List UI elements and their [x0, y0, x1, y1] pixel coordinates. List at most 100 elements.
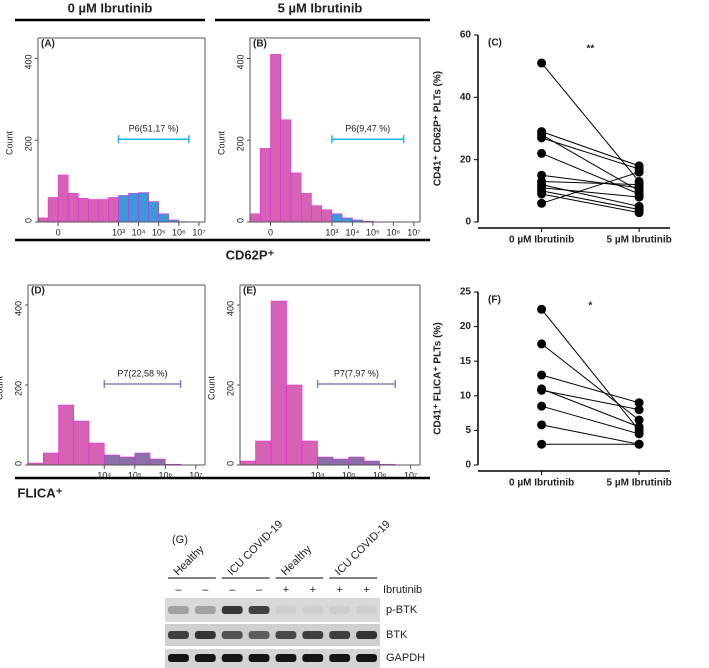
band [194, 606, 216, 614]
x-tick-label: 0 µM Ibrutinib [509, 478, 574, 489]
x-tick-label: 10⁴ [97, 470, 111, 480]
x-tick-label: 5 µM Ibrutinib [607, 478, 672, 489]
y-tick-label: 20 [460, 321, 472, 332]
x-tick-label: 0 [268, 227, 273, 237]
pair-line [541, 190, 640, 211]
treatment-sign: – [256, 584, 263, 596]
y-tick-label: 200 [225, 381, 235, 396]
y-tick-label: 0 [465, 217, 471, 228]
histogram-bar [134, 452, 151, 466]
histogram-bar [286, 384, 303, 466]
group-label: Healthy [172, 543, 207, 578]
band [221, 654, 243, 662]
point [634, 405, 644, 415]
histogram-bar [149, 458, 166, 466]
y-axis-label: Count [0, 375, 4, 400]
band [302, 654, 324, 662]
panel-label: (C) [488, 38, 502, 49]
gate-label: P6(51,17 %) [129, 124, 179, 134]
histogram-bar [119, 456, 136, 466]
histogram-bar [148, 201, 159, 223]
treatment-sign: – [202, 584, 209, 596]
y-tick-label: 0 [465, 460, 471, 471]
point [634, 422, 644, 432]
x-tick-label: 10⁵ [342, 470, 356, 480]
band [194, 654, 216, 662]
pair-line [541, 174, 640, 189]
y-tick-label: 400 [235, 54, 245, 69]
histogram-bar [128, 193, 139, 223]
pair-line [541, 388, 640, 428]
histogram-bar [239, 460, 256, 466]
y-axis-label: CD41⁺ CD62P⁺ PLTs (%) [433, 71, 444, 186]
histogram-bar [67, 193, 79, 223]
histogram-bar [270, 300, 287, 466]
band [275, 606, 297, 614]
point [537, 58, 547, 68]
band [356, 631, 377, 639]
band [221, 631, 243, 639]
point [634, 439, 644, 449]
y-tick-label: 0 [235, 218, 245, 223]
x-tick-label: 10⁶ [172, 227, 186, 237]
point [634, 429, 644, 439]
pair-line [541, 193, 640, 214]
pair-line [541, 374, 640, 404]
column-title: 5 µM Ibrutinib [278, 0, 363, 15]
band [329, 654, 351, 662]
row-label: GAPDH [386, 652, 425, 664]
histogram-bar [88, 199, 99, 223]
x-tick-label: 10⁶ [158, 470, 172, 480]
band [275, 631, 297, 639]
band [329, 606, 351, 614]
y-tick-label: 60 [460, 30, 472, 41]
x-tick-label: 0 µM Ibrutinib [509, 235, 574, 246]
significance: ** [586, 44, 594, 55]
histogram-bar [77, 198, 89, 223]
point [537, 385, 547, 395]
pair-line [541, 131, 640, 167]
x-tick-label: 10³ [325, 227, 338, 237]
blot-strip [165, 649, 380, 668]
histogram-bar [311, 205, 322, 223]
histogram-bar [43, 452, 59, 466]
pair-line [541, 389, 640, 411]
point [537, 401, 547, 411]
histogram-bar [341, 217, 353, 223]
column-title: 0 µM Ibrutinib [68, 0, 153, 15]
gate-label: P7(22,58 %) [117, 368, 167, 378]
x-tick-label: 10⁵ [152, 227, 166, 237]
histogram-bar [280, 119, 292, 223]
row-title: FLICA⁺ [17, 485, 62, 500]
band [248, 606, 270, 614]
pair-line [541, 187, 640, 198]
row-label: p-BTK [386, 604, 418, 616]
gate-label: P7(7,97 %) [334, 368, 379, 378]
histogram-bar [58, 404, 75, 466]
histogram-bar [98, 199, 109, 223]
x-tick-label: 10⁶ [387, 227, 401, 237]
histogram-bar [332, 458, 349, 466]
histogram-bar [108, 197, 119, 223]
pair-line [541, 137, 640, 170]
treatment-sign: + [363, 584, 369, 596]
histogram-bar [270, 54, 281, 223]
treatment-sign: + [336, 584, 342, 596]
band [248, 631, 270, 639]
histogram-bar [300, 193, 312, 223]
y-tick-label: 400 [13, 301, 23, 316]
y-tick-label: 0 [13, 461, 23, 466]
point [537, 198, 547, 208]
point [537, 339, 547, 349]
histogram-bar [348, 456, 365, 466]
gate-label: P6(9,47 %) [345, 124, 390, 134]
point [537, 170, 547, 180]
x-tick-label: 10⁴ [132, 227, 146, 237]
x-tick-label: 10⁴ [311, 470, 325, 480]
band [194, 631, 216, 639]
histogram-bar [57, 174, 69, 223]
histogram-bar [317, 456, 334, 466]
row-title: CD62P⁺ [226, 247, 275, 262]
panel-label: (F) [488, 295, 501, 306]
